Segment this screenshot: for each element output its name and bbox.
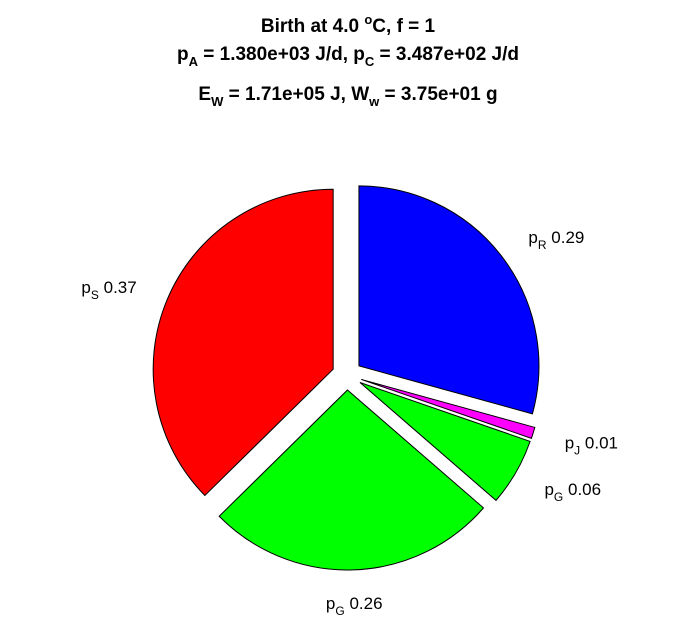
title-subscript: A: [188, 54, 198, 69]
title-symbol: E: [198, 84, 212, 105]
pie-label-subscript: G: [554, 490, 563, 504]
pie-slice-pg-2: [359, 382, 531, 502]
pie-label-symbol: p: [544, 480, 553, 499]
title-subscript: C: [364, 54, 375, 69]
pie-slice-ps-4: [152, 188, 334, 497]
pie-label-0: pR 0.29: [528, 228, 584, 252]
title-subscript: w: [369, 94, 380, 109]
title-line-1: Birth at 4.0 oC, f = 1: [0, 12, 696, 38]
title-value: = 1.380e+03 J/d,: [197, 44, 354, 65]
title-line-3: EW = 1.71e+05 J, Ww = 3.75e+01 g: [0, 84, 696, 109]
pie-label-2: pG 0.06: [544, 480, 601, 504]
title-text: Birth at 4.0: [260, 16, 365, 37]
title-value: = 3.487e+02 J/d: [374, 44, 520, 65]
pie-label-3: pG 0.26: [326, 594, 383, 618]
pie-label-value: 0.06: [563, 480, 601, 499]
title-value: = 3.75e+01 g: [379, 84, 498, 105]
pie-slice-pj-1: [361, 378, 536, 439]
degree-symbol: o: [364, 12, 373, 27]
pie-label-subscript: J: [574, 444, 580, 458]
pie-label-4: pS 0.37: [81, 278, 136, 302]
pie-label-value: 0.29: [547, 228, 585, 247]
pie-slice-pr-0: [358, 185, 540, 415]
title-symbol: p: [353, 44, 365, 65]
pie-slice-pg-3: [218, 389, 485, 571]
title-symbol: W: [351, 84, 370, 105]
pie-label-1: pJ 0.01: [565, 434, 618, 458]
pie-label-symbol: p: [81, 278, 90, 297]
title-symbol: p: [176, 44, 189, 65]
pie-label-symbol: p: [565, 434, 574, 453]
title-text: C, f = 1: [372, 16, 436, 37]
title-line-2: pA = 1.380e+03 J/d, pC = 3.487e+02 J/d: [0, 44, 696, 69]
pie-label-value: 0.37: [99, 278, 137, 297]
title-value: = 1.71e+05 J,: [223, 84, 352, 105]
pie-label-symbol: p: [326, 594, 335, 613]
pie-label-subscript: S: [91, 288, 99, 302]
pie-label-symbol: p: [528, 228, 537, 247]
pie-label-value: 0.26: [345, 594, 383, 613]
pie-label-subscript: G: [335, 604, 344, 618]
pie-label-value: 0.01: [580, 434, 618, 453]
title-subscript: W: [211, 94, 224, 109]
pie-label-subscript: R: [538, 238, 547, 252]
